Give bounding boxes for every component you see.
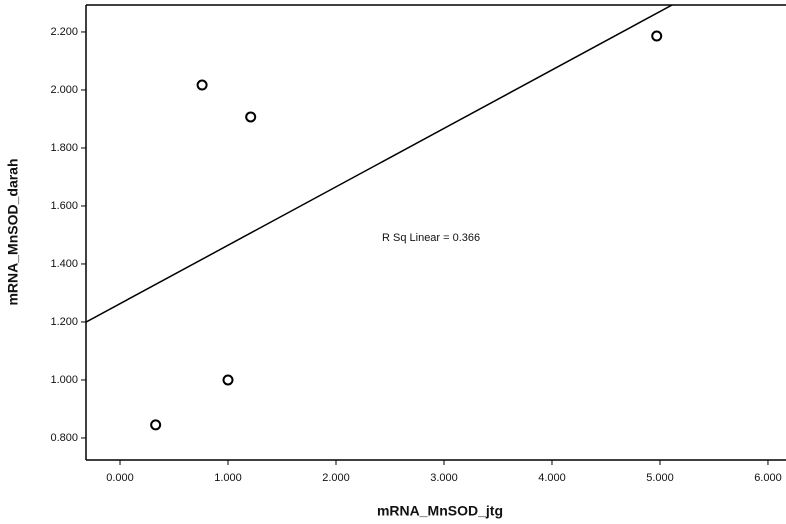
annotation: R Sq Linear = 0.366 (382, 232, 480, 244)
point (245, 111, 257, 123)
y-tick-label: 0.800 (50, 432, 78, 444)
x-tick-label: 2.000 (322, 472, 350, 484)
y-axis-title: mRNA_MnSOD_darah (5, 158, 21, 305)
x-axis-title: mRNA_MnSOD_jtg (377, 503, 503, 519)
y-tick-label: 1.400 (50, 258, 78, 270)
x-tick-label: 5.000 (646, 472, 674, 484)
y-tick-label: 2.200 (50, 26, 78, 38)
point (196, 79, 208, 91)
x-tick-label: 0.000 (106, 472, 134, 484)
point (651, 30, 663, 42)
y-tick-label: 1.600 (50, 200, 78, 212)
fit-line (86, 5, 674, 323)
x-tick-label: 4.000 (538, 472, 566, 484)
x-tick-label: 3.000 (430, 472, 458, 484)
y-tick-label: 2.000 (50, 84, 78, 96)
point (222, 374, 234, 386)
y-tick-label: 1.000 (50, 374, 78, 386)
y-tick-label: 1.200 (50, 316, 78, 328)
point (150, 419, 162, 431)
y-tick-label: 1.800 (50, 142, 78, 154)
plot-area (86, 5, 674, 323)
x-tick-label: 6.000 (754, 472, 782, 484)
x-tick-label: 1.000 (214, 472, 242, 484)
